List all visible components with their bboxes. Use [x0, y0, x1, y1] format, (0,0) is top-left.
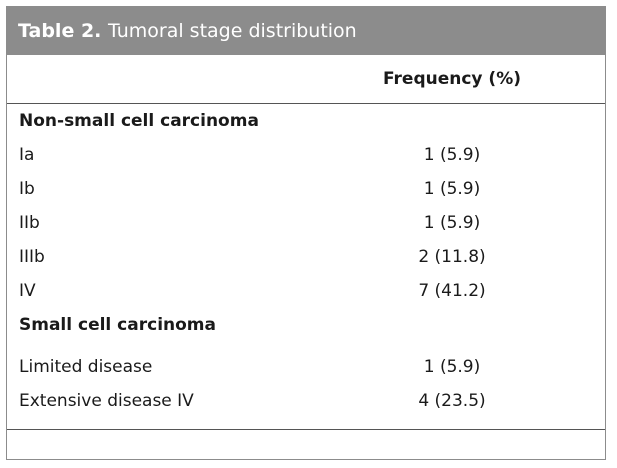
table-row: IIb 1 (5.9) [7, 206, 605, 240]
stage-cell: Ib [19, 179, 35, 199]
frequency-cell: 1 (5.9) [423, 145, 481, 165]
table-row: Limited disease 1 (5.9) [7, 350, 605, 384]
section-label: Non-small cell carcinoma [19, 111, 259, 131]
table-row: IIIb 2 (11.8) [7, 240, 605, 274]
table-bottom-rule [7, 429, 605, 430]
table-title-bar: Table 2. Tumoral stage distribution [7, 7, 605, 55]
section-row-small-cell: Small cell carcinoma [7, 308, 605, 342]
table-row: Ia 1 (5.9) [7, 138, 605, 172]
stage-cell: Extensive disease IV [19, 391, 194, 411]
section-row-non-small-cell: Non-small cell carcinoma [7, 104, 605, 138]
stage-cell: IV [19, 281, 36, 301]
table-row: Ib 1 (5.9) [7, 172, 605, 206]
table-row: IV 7 (41.2) [7, 274, 605, 308]
frequency-cell: 1 (5.9) [423, 179, 481, 199]
table-body: Non-small cell carcinoma Ia 1 (5.9) Ib 1… [7, 104, 605, 418]
frequency-cell: 2 (11.8) [418, 247, 486, 267]
stage-cell: IIIb [19, 247, 45, 267]
frequency-cell: 4 (23.5) [418, 391, 486, 411]
stage-cell: IIb [19, 213, 40, 233]
table-row: Extensive disease IV 4 (23.5) [7, 384, 605, 418]
table-label: Table 2. [18, 20, 108, 42]
frequency-column-header: Frequency (%) [383, 69, 521, 89]
frequency-cell: 1 (5.9) [423, 213, 481, 233]
stage-cell: Limited disease [19, 357, 153, 377]
frequency-cell: 1 (5.9) [423, 357, 481, 377]
stage-distribution-table: Table 2. Tumoral stage distribution Freq… [6, 6, 606, 460]
frequency-cell: 7 (41.2) [418, 281, 486, 301]
table-header-row: Frequency (%) [7, 55, 605, 104]
stage-cell: Ia [19, 145, 35, 165]
table-title: Tumoral stage distribution [108, 20, 357, 42]
section-label: Small cell carcinoma [19, 315, 216, 335]
